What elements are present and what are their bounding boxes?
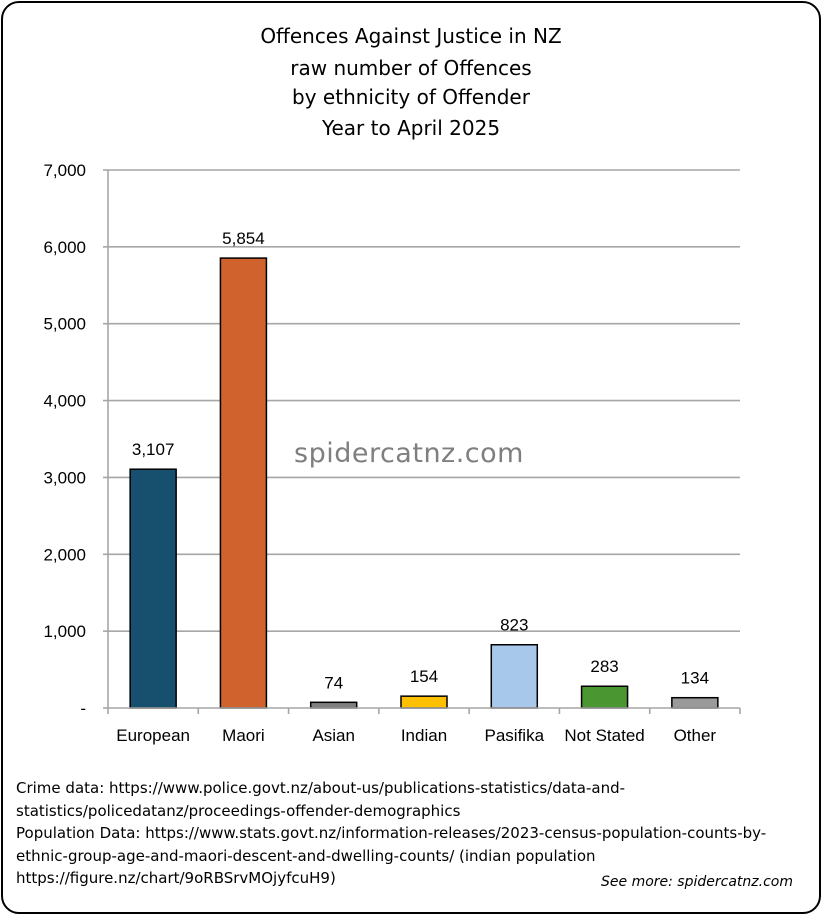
x-category-label: Pasifika: [485, 726, 545, 745]
y-tick-label: -: [80, 699, 86, 718]
x-category-label: Maori: [222, 726, 265, 745]
y-tick-label: 5,000: [43, 315, 86, 334]
bar: [129, 468, 177, 709]
x-axis-category-labels: European Maori Asian Indian Pasifika Not Stat…: [116, 726, 716, 745]
source-line-2: statistics/policedatanz/proceedings-offe…: [16, 801, 461, 820]
data-label: 74: [324, 673, 343, 692]
bar-chart: - 1,000 2,000 3,000 4,000 5,000 6,000 7,000 3,1…: [43, 161, 741, 745]
x-category-label: Not Stated: [564, 726, 644, 745]
y-tick-label: 7,000: [43, 161, 86, 180]
bar: [219, 257, 268, 709]
source-notes: Crime data: https://www.police.govt.nz/a…: [16, 777, 816, 890]
source-line-4: ethnic-group-age-and-maori-descent-and-d…: [16, 846, 596, 865]
y-tick-label: 4,000: [43, 392, 86, 411]
axes: [103, 169, 741, 714]
x-category-label: European: [116, 726, 190, 745]
source-line-3: Population Data: https://www.stats.govt.…: [16, 824, 767, 842]
bar: [490, 643, 539, 709]
data-labels: 3,107 5,854 74 154 823 283 134: [132, 229, 709, 692]
data-label: 154: [410, 667, 438, 686]
title-line-4: Year to April 2025: [321, 116, 501, 140]
watermark: spidercatnz.com: [294, 438, 524, 469]
title-line-1: Offences Against Justice in NZ: [260, 24, 562, 48]
y-tick-label: 3,000: [43, 468, 86, 487]
x-category-label: Indian: [401, 726, 447, 745]
data-label: 134: [681, 669, 709, 688]
y-axis-tick-labels: - 1,000 2,000 3,000 4,000 5,000 6,000 7,000: [43, 161, 86, 718]
bar: [309, 701, 358, 709]
bar: [671, 696, 719, 709]
source-line-5: https://figure.nz/chart/9oRBSrvMOjyfcuH9…: [16, 869, 336, 887]
bars: [129, 257, 719, 709]
gridlines: [108, 169, 740, 632]
source-line-1: Crime data: https://www.police.govt.nz/a…: [16, 779, 626, 797]
y-tick-label: 6,000: [43, 238, 86, 257]
title-line-2: raw number of Offences: [290, 56, 532, 80]
title-line-3: by ethnicity of Offender: [292, 85, 530, 109]
y-tick-label: 1,000: [43, 622, 86, 641]
data-label: 3,107: [132, 440, 175, 459]
data-label: 5,854: [222, 229, 265, 248]
data-label: 283: [590, 657, 618, 676]
x-category-label: Asian: [312, 726, 355, 745]
see-more-link-text: See more: spidercatnz.com: [601, 874, 793, 890]
bar: [580, 685, 629, 709]
data-label: 823: [500, 616, 528, 635]
y-tick-label: 2,000: [43, 545, 86, 564]
bar: [400, 695, 448, 709]
x-category-label: Other: [674, 726, 717, 745]
